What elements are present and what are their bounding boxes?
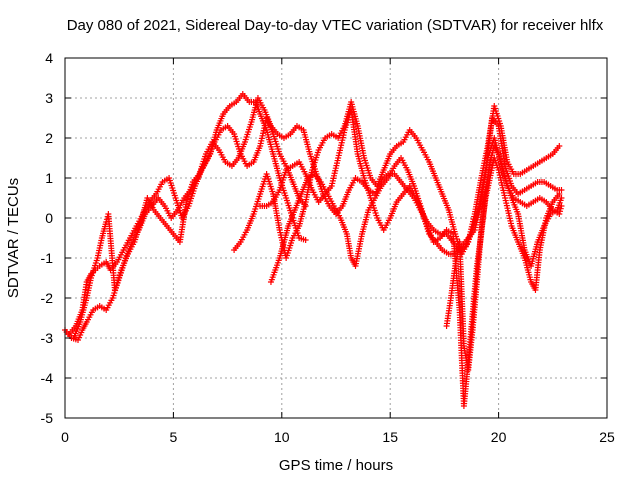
y-tick-label: 0 <box>45 210 53 226</box>
x-tick-label: 20 <box>491 429 507 445</box>
x-tick-label: 5 <box>170 429 178 445</box>
x-tick-label: 10 <box>274 429 290 445</box>
y-tick-label: 2 <box>45 130 53 146</box>
data-point <box>556 191 563 197</box>
axis-ticks: 0 5 10 15 20 25 -5 -4 -3 -2 -1 0 1 2 3 4 <box>41 50 615 445</box>
data-point <box>558 187 565 193</box>
series-track-4 <box>231 99 563 261</box>
data-points <box>62 91 565 409</box>
y-tick-label: -2 <box>41 290 54 306</box>
y-tick-label: 1 <box>45 170 53 186</box>
y-tick-label: 3 <box>45 90 53 106</box>
data-point <box>558 195 565 201</box>
y-axis-title: SDTVAR / TECUs <box>5 178 22 298</box>
chart-title: Day 080 of 2021, Sidereal Day-to-day VTE… <box>67 17 604 34</box>
x-tick-label: 25 <box>599 429 615 445</box>
data-point <box>556 211 563 217</box>
y-tick-label: -1 <box>41 250 54 266</box>
data-point <box>103 219 110 225</box>
y-tick-label: -4 <box>41 370 54 386</box>
series-track-7 <box>443 155 563 373</box>
data-point <box>302 237 309 243</box>
data-point <box>557 208 564 215</box>
y-tick-label: 4 <box>45 50 53 66</box>
x-tick-label: 0 <box>61 429 69 445</box>
series-track-6 <box>267 143 565 409</box>
data-point <box>556 143 563 149</box>
y-tick-label: -3 <box>41 330 54 346</box>
x-axis-title: GPS time / hours <box>279 457 393 474</box>
data-point <box>558 203 565 209</box>
y-tick-label: -5 <box>41 410 54 426</box>
data-point <box>557 205 564 212</box>
plot-frame <box>64 57 608 419</box>
x-tick-label: 15 <box>382 429 398 445</box>
